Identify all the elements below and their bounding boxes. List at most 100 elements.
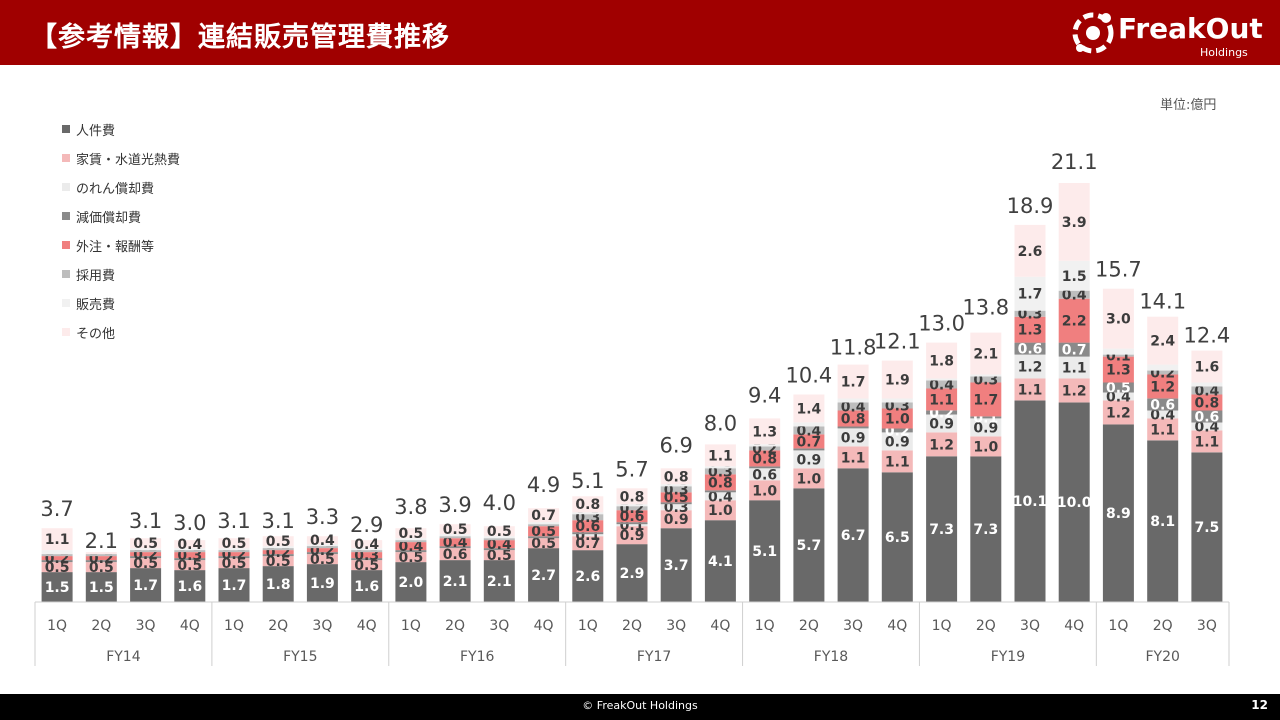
segment-label: 1.3 [1018,323,1043,339]
total-label: 3.3 [306,505,339,529]
bar-segment [837,446,869,469]
segment-label: 1.7 [973,393,998,409]
segment-label: 0.5 [531,536,556,552]
total-label: 3.1 [261,509,294,533]
bar-segment [793,468,825,489]
segment-label: 1.3 [1106,363,1131,379]
bar-segment [616,504,648,507]
segment-label: 0.7 [1062,343,1087,359]
bar-segment [704,466,736,469]
legend-swatch [62,154,70,162]
x-tick-label: 3Q [1020,618,1040,634]
total-label: 3.9 [438,493,471,517]
bar-segment [395,540,427,543]
total-label: 14.1 [1139,290,1186,314]
segment-label: 0.7 [796,434,821,450]
bar-segment [1147,440,1179,602]
segment-label: 7.5 [1194,520,1219,536]
segment-label: 2.7 [531,568,556,584]
segment-label: 10.0 [1057,495,1092,511]
fiscal-year-label: FY15 [283,649,317,665]
bar-segment [572,496,604,513]
bar-segment [970,382,1002,417]
legend-label: 減価償却費 [76,211,142,226]
segment-label: 1.9 [310,576,335,592]
bar-segment [439,560,471,602]
bar-segment [881,432,913,451]
segment-label: 2.1 [443,574,468,590]
segment-label: 5.1 [752,544,777,560]
company-logo: FreakOut Holdings [1070,6,1270,62]
segment-label: 1.2 [1106,406,1131,422]
total-label: 2.1 [85,529,118,553]
bar-segment [130,558,162,569]
x-tick-label: 3Q [1197,618,1217,634]
bar-segment [1191,452,1223,602]
segment-label: 0.8 [841,411,866,427]
x-tick-label: 2Q [268,618,288,634]
bar-segment [1102,382,1134,393]
total-label: 3.7 [40,497,73,521]
segment-label: 2.4 [1150,334,1175,350]
total-label: 3.1 [129,509,162,533]
segment-label: 0.4 [177,537,202,553]
page-number: 12 [1251,698,1268,712]
bar-segment [1191,422,1223,431]
segment-label: 0.8 [575,497,600,513]
segment-label: 0.6 [575,519,600,535]
bar-segment [1191,386,1223,395]
bar-segment [85,554,117,557]
segment-label: 0.5 [222,556,247,572]
segment-label: 1.0 [752,483,777,499]
segment-label: 0.9 [620,528,645,544]
bar-segment [306,544,338,547]
segment-label: 0.5 [664,490,689,506]
bar-segment [483,536,515,539]
bar-segment [351,548,383,551]
segment-label: 1.2 [1150,380,1175,396]
bar-segment [704,500,736,521]
bar-segment [616,488,648,505]
bar-segment [1058,402,1090,602]
segment-label: 7.3 [973,522,998,538]
bar-segment [439,524,471,535]
segment-label: 0.4 [398,539,423,555]
segment-label: 0.4 [487,537,512,553]
total-label: 6.9 [659,433,692,457]
segment-label: 2.1 [487,574,512,590]
segment-label: 0.4 [443,535,468,551]
bar-segment [837,364,869,399]
x-tick-label: 4Q [1064,618,1084,634]
legend-swatch [62,183,70,191]
bar-segment [85,560,117,563]
bar-segment [85,572,117,602]
bar-segment [262,548,294,551]
bar-segment [749,500,781,602]
bar-segment [262,536,294,547]
x-tick-label: 2Q [799,618,819,634]
bar-segment [351,560,383,571]
segment-label: 1.1 [841,450,866,466]
bar-segment [704,444,736,467]
segment-label: 2.6 [1018,244,1043,260]
segment-label: 4.1 [708,554,733,570]
bar-segment [262,550,294,555]
x-tick-label: 1Q [224,618,244,634]
segment-label: 1.7 [841,375,866,391]
x-tick-label: 2Q [976,618,996,634]
bar-segment [749,468,781,481]
segment-label: 1.8 [929,354,954,370]
page-title: 【参考情報】連結販売管理費推移 [30,22,450,53]
segment-label: 0.5 [133,536,158,552]
x-tick-label: 4Q [357,618,377,634]
bar-segment [1014,276,1046,311]
segment-label: 1.7 [222,578,247,594]
x-tick-label: 2Q [1153,618,1173,634]
bar-segment [749,418,781,445]
bar-segment [1058,260,1090,291]
bar-segment [351,540,383,549]
bar-segment [528,538,560,549]
bar-segment [837,426,869,429]
bar-segment [85,556,117,561]
segment-label: 0.4 [1062,288,1087,304]
